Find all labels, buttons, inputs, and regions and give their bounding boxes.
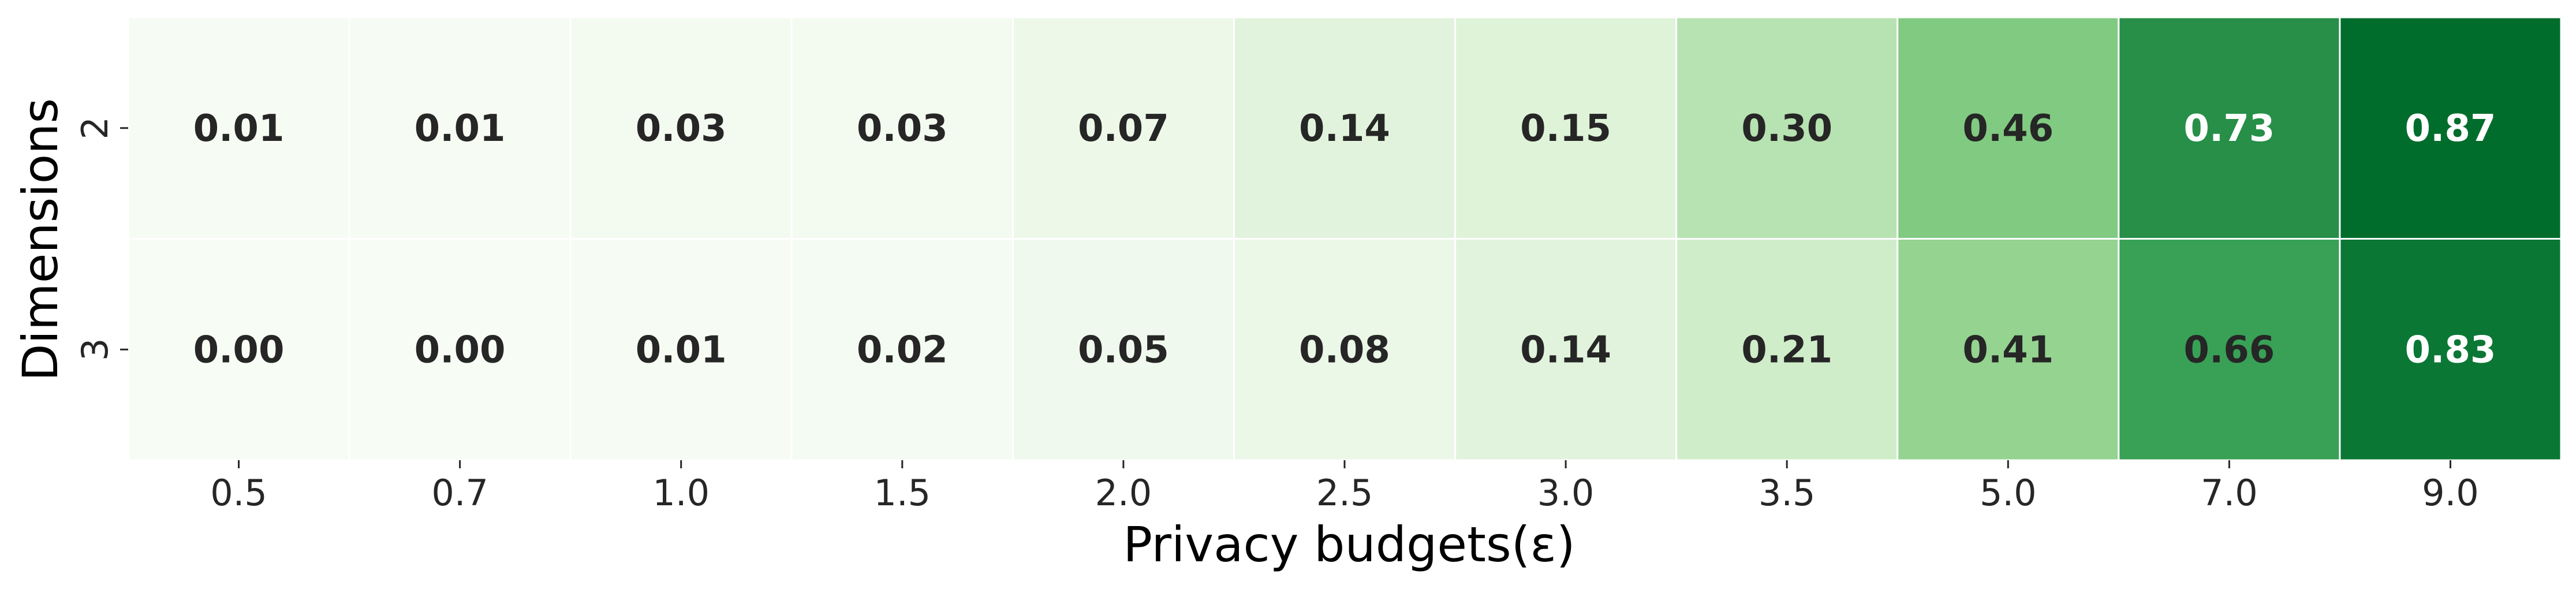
heatmap-cell [127, 16, 350, 240]
cell-value-label: 0.41 [1962, 329, 2054, 371]
cell-value-label: 0.03 [857, 107, 948, 150]
x-tick-label: 2.0 [1095, 472, 1152, 514]
cell-value-label: 0.07 [1078, 107, 1169, 150]
cell-value-label: 0.14 [1520, 329, 1611, 371]
x-tick-label: 1.0 [652, 472, 710, 514]
x-tick-label: 9.0 [2422, 472, 2479, 514]
cell-value-label: 0.14 [1299, 107, 1390, 150]
x-tick-label: 0.7 [431, 472, 488, 514]
cell-value-label: 0.83 [2405, 329, 2496, 371]
x-tick-label: 1.5 [874, 472, 931, 514]
x-tick-label: 5.0 [1980, 472, 2037, 514]
heatmap-cell [348, 238, 572, 461]
heatmap-cell [348, 16, 572, 240]
heatmap-cell [1011, 238, 1235, 461]
heatmap-cell [2118, 238, 2341, 461]
heatmap-cells: 0.01 0.01 0.03 0.03 0.07 0.14 0.15 0.30 0.46 0.73… [127, 16, 2562, 461]
cell-value-label: 0.87 [2405, 107, 2496, 150]
cell-value-label: 0.08 [1299, 329, 1390, 371]
x-tick-labels: 0.5 0.7 1.0 1.5 2.0 2.5 3.0 3.5 5.0 7.0 9.0 [210, 460, 2479, 514]
cell-value-label: 0.00 [193, 329, 285, 371]
y-tick-label: 2 [74, 117, 116, 139]
x-tick-label: 3.0 [1537, 472, 1595, 514]
heatmap-cell [1675, 16, 1899, 240]
y-axis-label: Dimensions [12, 98, 69, 381]
heatmap-cell [1233, 16, 1457, 240]
cell-value-label: 0.46 [1962, 107, 2054, 150]
heatmap-cell [569, 16, 793, 240]
cell-value-label: 0.01 [636, 329, 727, 371]
cell-value-label: 0.00 [415, 329, 506, 371]
heatmap-cell [790, 16, 1014, 240]
heatmap-cell [127, 238, 350, 461]
x-tick-label: 3.5 [1759, 472, 1816, 514]
cell-value-label: 0.73 [2183, 107, 2275, 150]
heatmap-cell [569, 238, 793, 461]
heatmap-cell [2118, 16, 2341, 240]
y-tick-label: 3 [74, 338, 116, 361]
cell-value-label: 0.05 [1078, 329, 1169, 371]
cell-value-label: 0.02 [857, 329, 948, 371]
cell-value-label: 0.15 [1520, 107, 1611, 150]
cell-value-label: 0.30 [1741, 107, 1832, 150]
heatmap-cell [2339, 16, 2562, 240]
cell-value-label: 0.01 [415, 107, 506, 150]
x-tick-label: 0.5 [210, 472, 267, 514]
heatmap-cell [1454, 238, 1678, 461]
y-tick-labels: 23 [74, 117, 128, 361]
x-tick-label: 2.5 [1316, 472, 1373, 514]
cell-value-label: 0.21 [1741, 329, 1832, 371]
cell-value-label: 0.03 [636, 107, 727, 150]
heatmap-cell [1896, 238, 2120, 461]
x-axis-label: Privacy budgets(ε) [1123, 516, 1575, 573]
heatmap-cell [1011, 16, 1235, 240]
heatmap-cell [1233, 238, 1457, 461]
heatmap-cell [1675, 238, 1899, 461]
x-tick-label: 7.0 [2201, 472, 2258, 514]
heatmap-cell [2339, 238, 2562, 461]
heatmap-cell [790, 238, 1014, 461]
cell-value-label: 0.66 [2183, 329, 2275, 371]
cell-value-label: 0.01 [193, 107, 285, 150]
